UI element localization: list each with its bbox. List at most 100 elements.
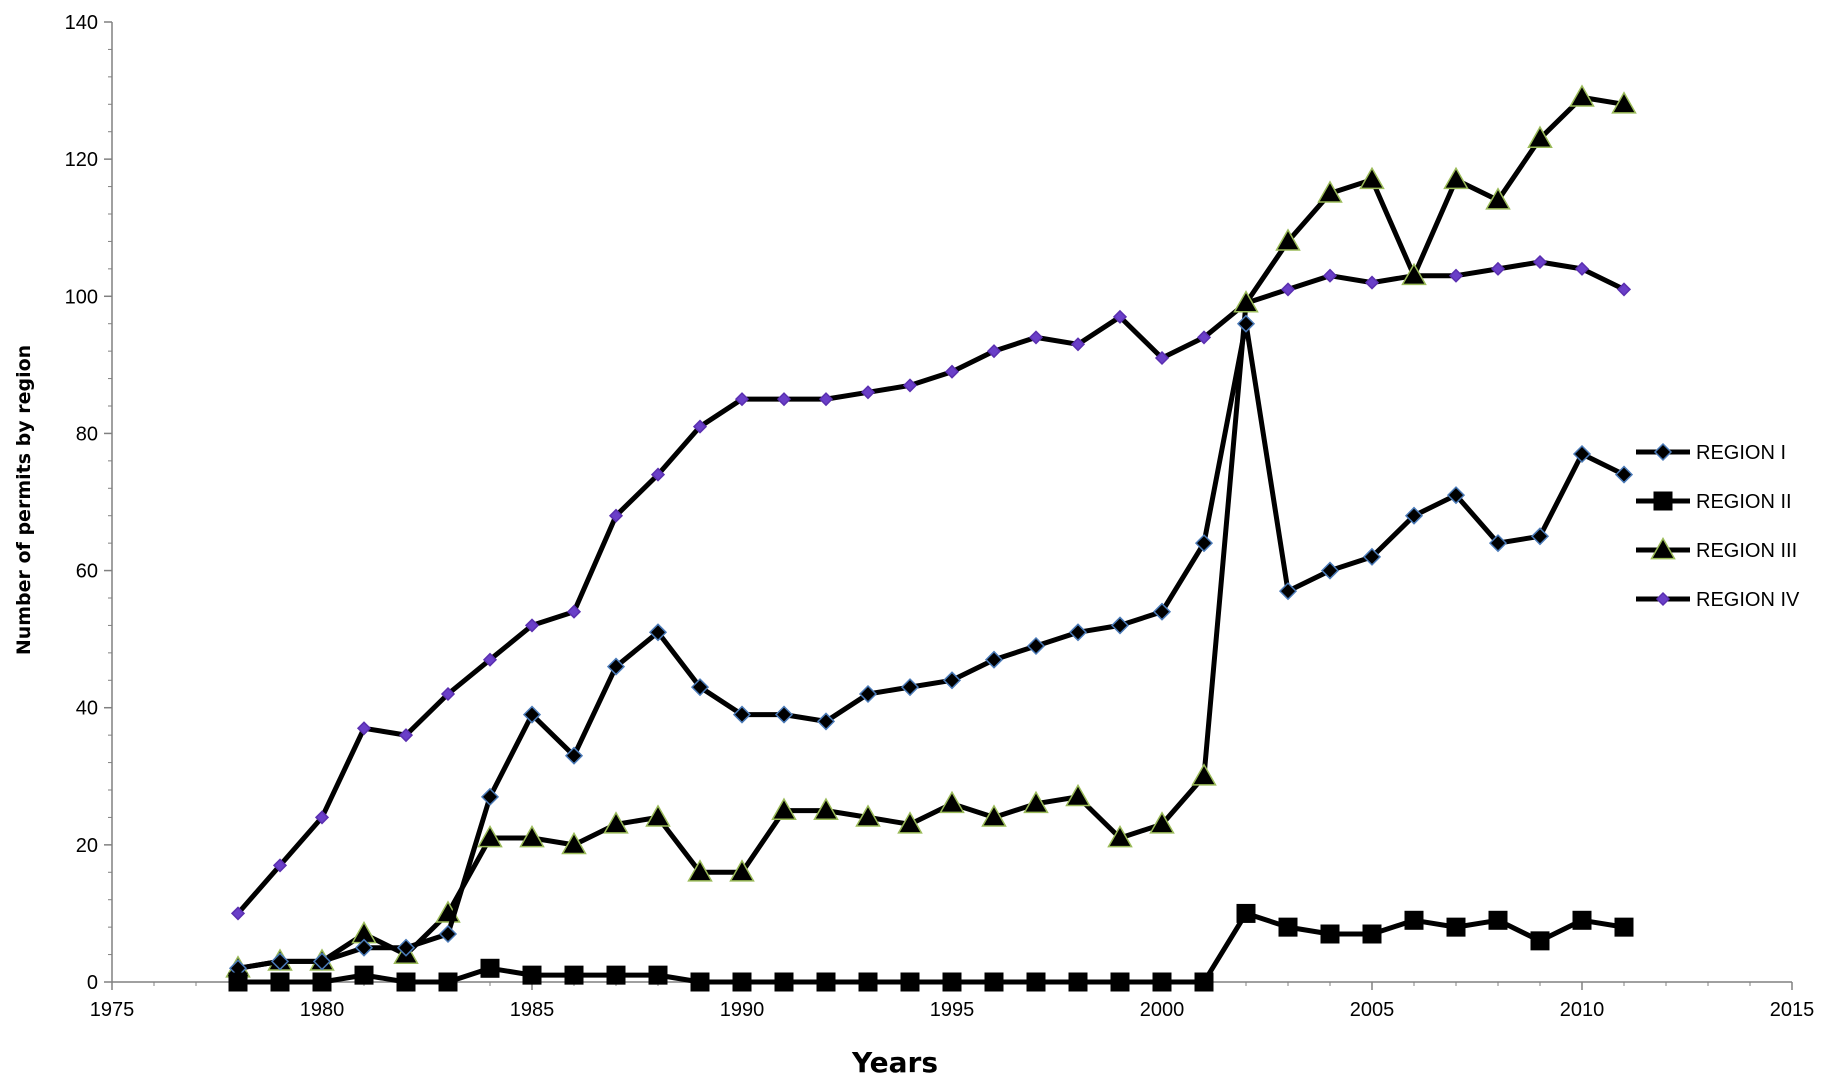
y-tick-label: 140 [65,12,98,34]
data-point [942,972,962,992]
data-point [1154,350,1170,366]
data-point [1488,910,1508,930]
data-point [272,858,288,873]
data-point [645,804,671,827]
data-point [1026,972,1046,992]
data-point [648,965,668,985]
data-point [897,811,923,834]
data-point [566,604,582,619]
data-point [648,623,668,642]
x-tick-label: 2010 [1560,999,1605,1021]
series-line-region-i [237,321,1626,971]
data-point [1401,262,1427,286]
data-point [1443,166,1469,190]
data-point [1152,972,1172,992]
data-point [1194,534,1214,553]
data-point [1194,972,1214,992]
data-point [1446,917,1466,937]
data-point [524,618,540,633]
x-tick-label: 1995 [930,999,975,1021]
data-point [396,938,416,957]
data-point [1362,547,1382,566]
y-tick-label: 0 [87,972,98,994]
data-point [314,810,330,825]
data-point [1572,910,1592,930]
data-point [1532,254,1548,270]
x-tick-label: 1990 [720,999,765,1021]
data-point [1611,91,1637,114]
data-point [1280,282,1296,297]
y-axis-title: Number of permits by region [13,345,35,655]
data-point [1107,824,1133,848]
x-tick-label: 2015 [1770,999,1815,1021]
data-point [270,972,290,992]
data-point [1527,125,1553,148]
series-region-i [228,314,1634,978]
data-point [1530,527,1550,546]
data-point [1359,166,1385,190]
data-point [1026,636,1046,656]
data-point [1616,282,1632,297]
data-point [732,972,752,992]
data-point [1068,623,1088,642]
series-line-region-iii [237,94,1625,971]
data-point [1236,903,1256,923]
data-point [776,392,792,407]
data-point [1404,506,1424,525]
legend-item-region-i: REGION I [1636,442,1786,464]
data-point [1196,330,1212,345]
data-point [1530,931,1550,951]
data-point [1278,582,1298,601]
data-point [984,972,1004,992]
data-point [1110,616,1130,635]
legend: REGION I REGION II REGION III REGION IV [1636,442,1800,611]
y-tick-label: 20 [76,835,98,857]
data-point [981,804,1007,827]
data-point [270,952,290,971]
data-point [900,972,920,992]
data-point [729,859,755,882]
data-point [939,790,965,814]
data-point [942,671,962,690]
y-tick-label: 120 [65,149,98,171]
data-point [858,972,878,992]
legend-label: REGION I [1696,442,1786,464]
data-point [230,906,246,921]
data-point [692,419,708,434]
data-point [1236,314,1256,333]
data-point [1275,228,1301,251]
data-point [522,705,542,724]
x-axis-title: Years [851,1046,938,1079]
legend-label: REGION II [1696,491,1792,513]
series-region-ii [228,903,1634,992]
data-point [855,804,881,827]
x-tick-label: 2000 [1140,999,1185,1021]
data-point [984,650,1004,669]
data-point [1448,268,1464,283]
data-point [354,938,374,957]
data-point [398,728,414,743]
data-point [1068,972,1088,992]
legend-item-region-ii: REGION II [1636,491,1792,513]
data-point [1364,275,1380,290]
data-point [396,972,416,992]
legend-item-region-iv: REGION IV [1636,589,1800,611]
data-point [771,797,797,820]
data-point [774,705,794,724]
data-point [860,385,876,400]
data-point [603,811,629,834]
data-point [440,686,456,702]
data-point [900,678,920,697]
legend-label: REGION III [1696,540,1797,562]
data-point [1152,602,1172,621]
data-point [1023,790,1049,814]
x-tick-label: 1975 [90,999,135,1021]
data-point [902,378,918,393]
x-tick-label: 1980 [300,999,345,1021]
data-point [734,392,750,407]
series-region-iii [225,84,1637,978]
data-point [1614,917,1634,937]
data-point [1028,330,1044,345]
data-point [1569,84,1595,107]
